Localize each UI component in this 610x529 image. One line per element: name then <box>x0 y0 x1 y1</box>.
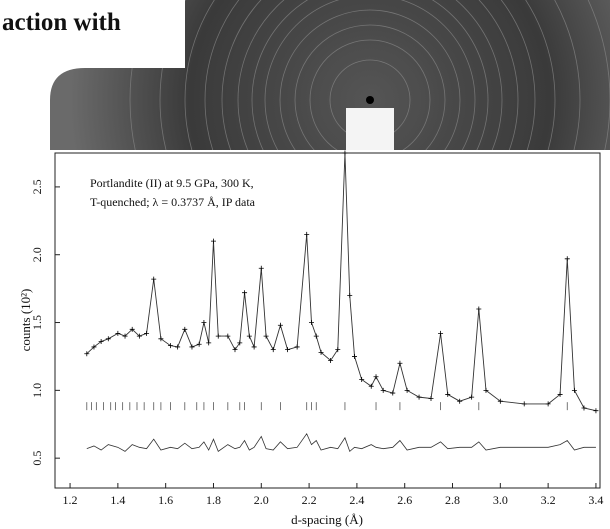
observed-point <box>215 333 221 339</box>
observed-point <box>242 290 248 296</box>
x-tick-label: 2.0 <box>254 493 269 507</box>
observed-point <box>308 320 314 326</box>
x-tick-label: 2.4 <box>349 493 364 507</box>
x-tick-label: 3.0 <box>493 493 508 507</box>
observed-point <box>347 292 353 298</box>
observed-point <box>521 401 527 407</box>
x-axis-label: d-spacing (Å) <box>291 512 363 527</box>
observed-point <box>251 344 257 350</box>
observed-point <box>206 340 212 346</box>
annotation: T-quenched; λ = 0.3737 Å, IP data <box>90 195 256 209</box>
observed-point <box>428 395 434 401</box>
observed-point <box>313 333 319 339</box>
y-axis-label: counts (10²) <box>18 289 33 352</box>
observed-point <box>564 256 570 262</box>
observed-point <box>225 333 231 339</box>
observed-point <box>438 330 444 336</box>
observed-point <box>246 333 252 339</box>
observed-point <box>497 398 503 404</box>
observed-point <box>318 349 324 355</box>
observed-point <box>571 387 577 393</box>
observed-point <box>122 333 128 339</box>
observed-point <box>404 387 410 393</box>
observed-point <box>368 383 374 389</box>
observed-point <box>258 265 264 271</box>
observed-point <box>359 376 365 382</box>
observed-point <box>270 347 276 353</box>
observed-point <box>115 330 121 336</box>
observed-point <box>557 391 563 397</box>
observed-point <box>581 405 587 411</box>
observed-point <box>304 231 310 237</box>
x-tick-label: 2.8 <box>445 493 460 507</box>
observed-point <box>457 398 463 404</box>
y-tick-label: 0.5 <box>30 451 44 466</box>
observed-point <box>158 336 164 342</box>
x-tick-label: 1.6 <box>158 493 173 507</box>
x-tick-label: 1.2 <box>63 493 78 507</box>
x-tick-label: 2.6 <box>397 493 412 507</box>
observed-point <box>277 322 283 328</box>
observed-point <box>189 344 195 350</box>
observed-point <box>91 344 97 350</box>
observed-point <box>352 353 358 359</box>
observed-point <box>469 394 475 400</box>
difference-curve <box>86 432 596 453</box>
observed-point <box>476 306 482 312</box>
observed-point <box>483 387 489 393</box>
observed-point <box>342 150 348 156</box>
observed-point <box>129 326 135 332</box>
observed-point <box>445 391 451 397</box>
observed-point <box>151 276 157 282</box>
observed-point <box>328 358 334 364</box>
y-tick-label: 1.5 <box>30 315 44 330</box>
observed-point <box>175 344 181 350</box>
observed-point <box>98 339 104 345</box>
observed-point <box>263 333 269 339</box>
observed-point <box>593 408 599 414</box>
observed-point <box>390 390 396 396</box>
observed-point <box>182 326 188 332</box>
observed-point <box>136 333 142 339</box>
observed-point <box>373 374 379 380</box>
y-tick-label: 1.0 <box>30 383 44 398</box>
plot-frame <box>54 152 601 489</box>
observed-point <box>196 341 202 347</box>
observed-point <box>545 401 551 407</box>
x-tick-label: 2.2 <box>302 493 317 507</box>
observed-point <box>105 336 111 342</box>
observed-point <box>285 347 291 353</box>
observed-point <box>294 344 300 350</box>
x-tick-label: 3.4 <box>588 493 603 507</box>
observed-point <box>232 347 238 353</box>
x-tick-label: 3.2 <box>541 493 556 507</box>
observed-point <box>237 340 243 346</box>
y-tick-label: 2.5 <box>30 179 44 194</box>
diffraction-image <box>50 0 610 150</box>
observed-point <box>144 330 150 336</box>
observed-point <box>210 238 216 244</box>
observed-point <box>397 360 403 366</box>
observed-point <box>380 387 386 393</box>
annotation: Portlandite (II) at 9.5 GPa, 300 K, <box>90 176 254 190</box>
x-tick-label: 1.8 <box>206 493 221 507</box>
observed-point <box>201 320 207 326</box>
calculated-profile <box>86 152 597 412</box>
slide-title: action with <box>2 9 121 36</box>
observed-point <box>416 394 422 400</box>
x-tick-label: 1.4 <box>110 493 125 507</box>
observed-point <box>167 343 173 349</box>
observed-point <box>335 347 341 353</box>
observed-point <box>84 351 90 357</box>
y-tick-label: 2.0 <box>30 247 44 262</box>
